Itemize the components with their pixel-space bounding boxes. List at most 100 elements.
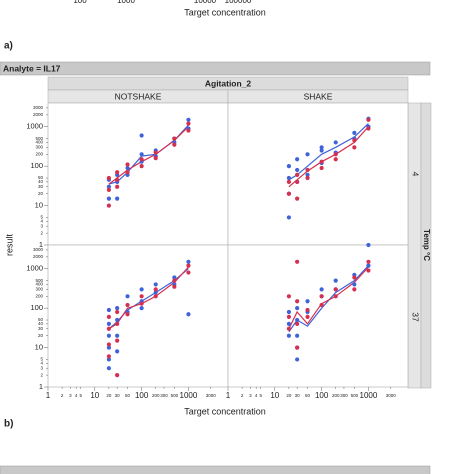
point: [352, 130, 357, 135]
y-tick-label: 200: [35, 151, 43, 156]
point: [115, 306, 120, 311]
point: [286, 164, 292, 169]
point: [319, 294, 324, 299]
y-tick-label: 1: [39, 382, 43, 391]
point: [125, 165, 130, 171]
column-label: NOTSHAKE: [115, 91, 162, 101]
point: [172, 275, 177, 280]
point: [295, 345, 300, 350]
point: [286, 314, 292, 320]
y-tick-label: 300: [35, 287, 43, 292]
point: [295, 259, 300, 264]
point: [153, 156, 158, 161]
y-tick-label: 3000: [33, 247, 44, 252]
point: [286, 179, 292, 184]
point: [186, 117, 191, 122]
point: [305, 167, 310, 173]
y-tick-label: 4: [40, 218, 43, 223]
point: [333, 287, 338, 292]
x-tick-label: 500: [171, 393, 179, 398]
y-tick-label: 20: [38, 191, 44, 196]
column-title: Agitation_2: [205, 78, 252, 88]
point: [286, 333, 292, 338]
x-tick-label: 4: [255, 393, 258, 398]
point: [153, 290, 158, 295]
x-tick-label: 1: [46, 391, 51, 400]
point: [172, 278, 177, 283]
x-tick-label: 3000: [386, 393, 397, 398]
point: [106, 175, 112, 181]
point: [186, 263, 191, 268]
point: [139, 294, 144, 299]
point: [139, 152, 144, 157]
point: [106, 203, 112, 208]
point: [366, 259, 371, 264]
panel: [227, 102, 409, 246]
point: [153, 150, 158, 155]
point: [106, 366, 112, 371]
point: [352, 138, 357, 143]
y-tick-label: 5: [40, 357, 43, 362]
analyte-label: Analyte = IL17: [3, 63, 61, 73]
x-tick-label: 5: [79, 393, 82, 398]
x-tick-label: 3: [249, 393, 252, 398]
row-title-strip: [420, 102, 432, 389]
point: [305, 175, 310, 181]
y-tick-label: 20: [38, 333, 44, 338]
point: [295, 179, 300, 184]
point: [106, 357, 112, 362]
point: [139, 287, 144, 292]
point: [286, 294, 292, 299]
y-tick-label: 4: [40, 360, 43, 365]
y-tick-label: 300: [35, 145, 43, 150]
point: [305, 172, 310, 178]
point: [172, 284, 177, 289]
point: [295, 196, 300, 201]
panel: [47, 102, 229, 246]
point: [106, 184, 112, 189]
point: [153, 287, 158, 292]
point: [106, 321, 112, 326]
point: [139, 301, 144, 306]
y-tick-label: 1000: [26, 264, 43, 273]
y-tick-label: 40: [38, 321, 44, 326]
point: [366, 242, 371, 248]
point: [186, 270, 191, 275]
x-tick-label: 300: [160, 393, 168, 398]
x-tick-label: 2: [61, 393, 64, 398]
point: [295, 306, 300, 311]
x-tick-label: 10: [90, 391, 99, 400]
x-tick-label: 5: [259, 393, 262, 398]
point: [106, 307, 112, 313]
point: [115, 317, 120, 323]
point: [295, 157, 300, 162]
point: [172, 136, 177, 141]
point: [115, 338, 120, 343]
point: [305, 299, 310, 304]
point: [295, 172, 300, 178]
x-tick-label: 4: [75, 393, 78, 398]
y-tick-label: 30: [38, 184, 44, 189]
previous-tick: 100: [73, 0, 87, 5]
point: [125, 294, 130, 299]
point: [153, 282, 158, 287]
x-tick-label: 3: [69, 393, 72, 398]
point: [125, 312, 130, 317]
point: [106, 342, 112, 347]
x-tick-label: 10: [270, 391, 279, 400]
point: [115, 184, 120, 189]
panel-label: a): [4, 41, 13, 52]
y-tick-label: 10: [35, 343, 43, 352]
row-label: 37: [410, 312, 420, 322]
point: [115, 177, 120, 182]
y-tick-label: 30: [38, 326, 44, 331]
point: [366, 268, 371, 273]
y-tick-label: 400: [35, 282, 43, 287]
point: [333, 157, 338, 162]
point: [115, 333, 120, 338]
x-tick-label: 1000: [360, 391, 378, 400]
previous-tick: 100000: [225, 0, 252, 5]
y-tick-label: 2: [40, 230, 43, 235]
point: [319, 165, 324, 171]
y-tick-label: 10: [35, 201, 43, 210]
